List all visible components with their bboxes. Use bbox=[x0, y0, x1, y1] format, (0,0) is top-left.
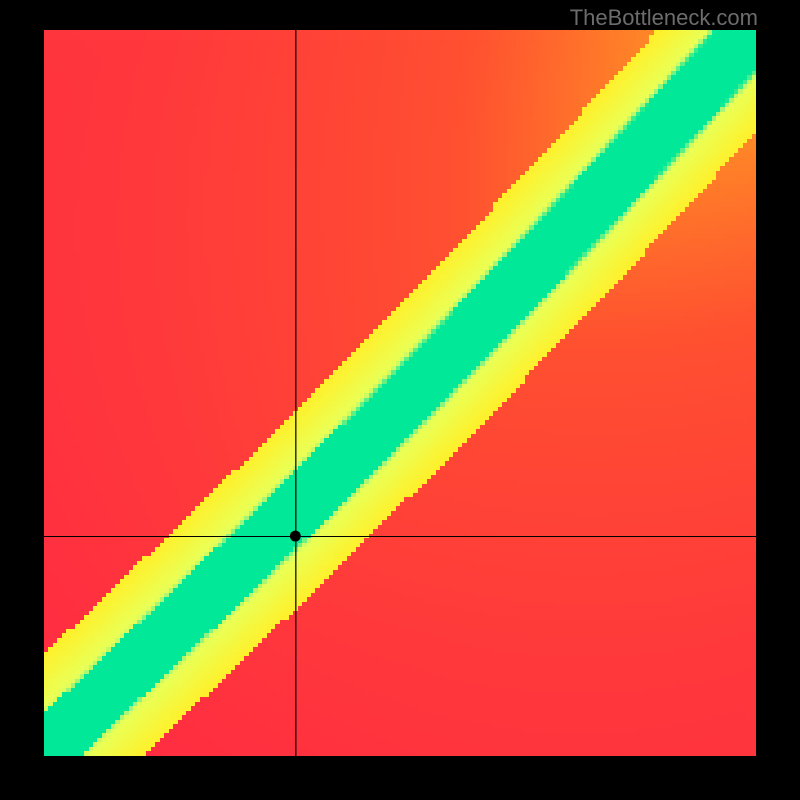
watermark-text: TheBottleneck.com bbox=[570, 5, 758, 31]
bottleneck-heatmap bbox=[44, 30, 756, 756]
chart-container: TheBottleneck.com bbox=[0, 0, 800, 800]
